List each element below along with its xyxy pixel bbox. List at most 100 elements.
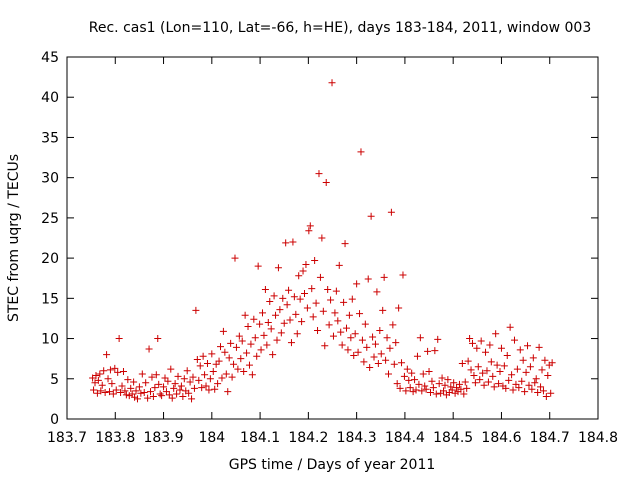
data-point (298, 318, 306, 326)
data-point (470, 372, 478, 380)
chart-title: Rec. cas1 (Lon=110, Lat=-66, h=HE), days… (89, 20, 591, 36)
data-point (458, 359, 466, 367)
data-point (322, 178, 330, 186)
data-point (135, 383, 143, 391)
data-point (357, 148, 365, 156)
data-point (205, 386, 213, 394)
data-point (183, 367, 191, 375)
data-point (347, 334, 355, 342)
data-point (164, 377, 172, 385)
data-point (435, 380, 443, 388)
data-point (109, 390, 117, 398)
y-tick-label: 20 (41, 251, 59, 267)
data-point (131, 393, 139, 401)
data-point (476, 376, 484, 384)
data-point (130, 378, 138, 386)
data-point (440, 387, 448, 395)
data-point (170, 384, 178, 392)
y-tick-label: 35 (41, 130, 59, 146)
data-point (285, 286, 293, 294)
data-point (480, 381, 488, 389)
data-point (137, 389, 145, 397)
data-point (260, 331, 268, 339)
data-point (332, 287, 340, 295)
data-point (199, 352, 207, 360)
data-point (342, 324, 350, 332)
plot-frame (66, 56, 599, 420)
data-point (293, 330, 301, 338)
x-axis: 183.7 183.8 183.9 184 184.1 184.2 184.3 184.4 18… (47, 57, 618, 446)
data-point (240, 368, 248, 376)
data-point (301, 290, 309, 298)
data-point (506, 323, 514, 331)
data-point (513, 365, 521, 373)
data-point (192, 306, 200, 314)
data-point (340, 298, 348, 306)
data-point (466, 335, 474, 343)
data-point (360, 358, 368, 366)
data-point (154, 335, 162, 343)
data-point (171, 380, 179, 388)
data-point (534, 388, 542, 396)
data-point (177, 382, 185, 390)
data-point (402, 387, 410, 395)
data-point (380, 273, 388, 281)
data-point (97, 387, 105, 395)
data-point (463, 384, 471, 392)
data-point (515, 384, 523, 392)
data-point (108, 380, 116, 388)
data-point (161, 374, 169, 382)
data-point (341, 240, 349, 248)
data-point (484, 378, 492, 386)
data-point (144, 394, 152, 402)
data-point (447, 383, 455, 391)
data-point (408, 369, 416, 377)
data-point (396, 384, 404, 392)
data-point (321, 342, 329, 350)
data-point (438, 374, 446, 382)
data-point (468, 339, 476, 347)
data-point (237, 355, 245, 363)
data-point (350, 351, 358, 359)
data-point (444, 376, 452, 384)
data-point (538, 366, 546, 374)
data-point (132, 387, 140, 395)
data-point (479, 369, 487, 377)
data-point (497, 344, 505, 352)
data-point (354, 348, 362, 356)
data-point (516, 346, 524, 354)
data-point (188, 395, 196, 403)
data-point (201, 371, 209, 379)
data-point (189, 373, 197, 381)
data-point (364, 275, 372, 283)
data-point (248, 371, 256, 379)
data-point (92, 372, 100, 380)
data-point (318, 234, 326, 242)
y-axis-label: STEC from uqrg / TECUs (6, 154, 22, 322)
data-point (353, 280, 361, 288)
data-point (544, 372, 552, 380)
data-point (193, 355, 201, 363)
x-tick-label: 183.9 (143, 430, 183, 446)
data-point (140, 388, 148, 396)
data-point (335, 261, 343, 269)
data-point (103, 351, 111, 359)
data-point (390, 360, 398, 368)
data-point (393, 380, 401, 388)
data-point (156, 390, 164, 398)
data-point (502, 384, 510, 392)
data-point (198, 384, 206, 392)
x-tick-label: 184.2 (288, 430, 328, 446)
data-point (311, 257, 319, 265)
data-point (261, 285, 269, 293)
data-point (215, 357, 223, 365)
data-point (250, 315, 258, 323)
data-point (165, 391, 173, 399)
data-point (289, 238, 297, 246)
data-point (403, 365, 411, 373)
data-point (325, 321, 333, 329)
data-point (94, 376, 102, 384)
data-point (509, 386, 517, 394)
data-point (274, 264, 282, 272)
data-point (319, 307, 327, 315)
